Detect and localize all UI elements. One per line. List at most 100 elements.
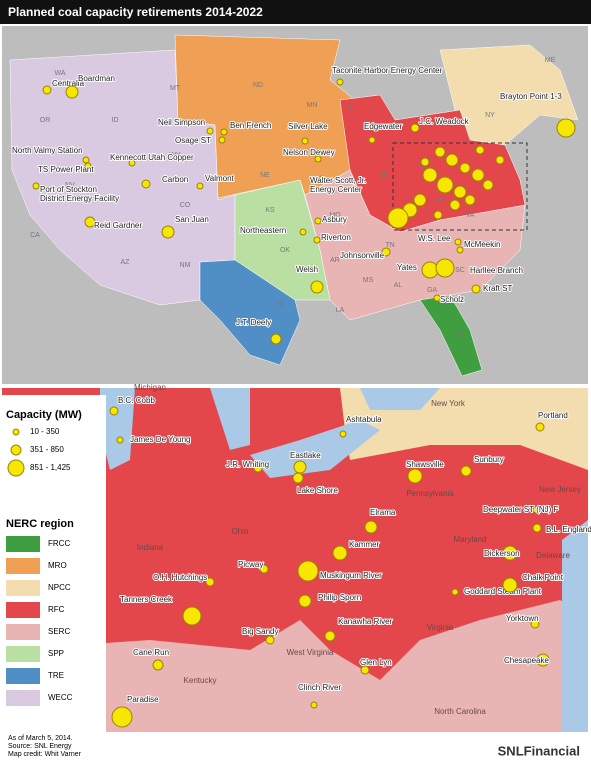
plant-marker (471, 168, 485, 182)
plant-label: Valmont (205, 174, 235, 183)
plant-marker (318, 175, 326, 183)
legend-label: MRO (48, 561, 67, 570)
state-label: MS (363, 277, 374, 284)
plant-label: Kanawha River (338, 617, 393, 626)
legend-swatch (6, 646, 40, 662)
plant-marker (116, 436, 124, 444)
plant-label: J.C. Weadock (419, 117, 470, 126)
plant-marker (218, 136, 226, 144)
plant-marker (324, 630, 336, 642)
plant-marker (454, 238, 462, 246)
state-label: NM (180, 262, 191, 269)
region-label: Pennsylvania (406, 489, 454, 498)
footer-note: Map credit: Whit Varner (8, 751, 82, 758)
plant-marker (265, 635, 275, 645)
plant-label: B.C. Cobb (118, 396, 155, 405)
legend-label: SERC (48, 627, 70, 636)
plant-marker (456, 246, 464, 254)
plant-label: B.L. England (546, 525, 591, 534)
region-label: New Jersey (539, 485, 581, 494)
plant-marker (433, 294, 441, 302)
region-label: Maryland (454, 535, 487, 544)
plant-marker (314, 155, 322, 163)
state-label: AL (394, 282, 403, 289)
plant-marker (536, 653, 550, 667)
plant-label: North Valmy Station (12, 146, 83, 155)
plant-marker (532, 523, 542, 533)
plant-marker (420, 157, 430, 167)
plant-label: San Juan (175, 215, 209, 224)
state-label: UT (110, 197, 120, 204)
legend-title: NERC region (6, 518, 74, 530)
state-label: MN (307, 102, 318, 109)
plant-marker (111, 706, 133, 728)
state-label: WY (169, 152, 181, 159)
state-label: IN (382, 172, 389, 179)
plant-marker (433, 210, 443, 220)
title-bar (0, 0, 591, 24)
plant-marker (298, 594, 312, 608)
plant-marker (453, 185, 467, 199)
plant-marker (410, 123, 420, 133)
plant-label: Nelson Dewey (283, 148, 335, 157)
legend-marker (7, 459, 25, 477)
plant-marker (310, 701, 318, 709)
state-label: TX (276, 302, 285, 309)
state-label: GA (427, 287, 437, 294)
legend-label: WECC (48, 693, 73, 702)
region-label: Indiana (137, 543, 164, 552)
legend-label: RFC (48, 605, 65, 614)
state-label: LA (336, 307, 345, 314)
top-map (2, 26, 588, 384)
plant-label: Portland (538, 411, 568, 420)
plant-marker (530, 619, 540, 629)
plant-marker (196, 182, 204, 190)
plant-marker (460, 465, 472, 477)
region-label: Michigan (134, 383, 166, 392)
legend-swatch (6, 580, 40, 596)
plant-marker (364, 520, 378, 534)
plant-label: Kraft ST (483, 284, 512, 293)
plant-label: J.T. Deely (236, 318, 271, 327)
plant-marker (313, 236, 321, 244)
state-label: MI (391, 122, 399, 129)
state-label: CA (30, 232, 40, 239)
state-label: AR (330, 257, 340, 264)
plant-marker (141, 179, 151, 189)
plant-marker (270, 333, 282, 345)
region-serc (2, 600, 588, 732)
plant-marker (502, 577, 518, 593)
plant-marker (82, 156, 90, 164)
plant-marker (182, 606, 202, 626)
legend-swatch (6, 690, 40, 706)
bottom-map (2, 388, 588, 732)
plant-label: Boardman (78, 74, 115, 83)
region-label: Virginia (427, 623, 454, 632)
plant-marker (109, 406, 119, 416)
plant-label: Osage ST (175, 136, 211, 145)
plant-marker (32, 182, 40, 190)
state-label: KS (265, 207, 275, 214)
footer-note: As of March 5, 2014. (8, 735, 73, 742)
plant-label: Centralia (52, 79, 85, 88)
plant-marker (332, 545, 348, 561)
region-frcc (419, 294, 483, 377)
plant-label: O.H. Hutchings (153, 573, 207, 582)
state-label: ND (253, 82, 263, 89)
plant-marker (482, 179, 494, 191)
plant-label: Welsh (296, 265, 318, 274)
plant-label: Paradise (127, 695, 159, 704)
plant-marker (84, 162, 92, 170)
region-label: North Carolina (434, 707, 486, 716)
plant-label: Glen Lyn (360, 658, 392, 667)
plant-label: Yates (397, 263, 417, 272)
state-label: AZ (121, 259, 131, 266)
plant-marker (556, 118, 576, 138)
region-label: West Virginia (287, 648, 334, 657)
plant-label: Asbury (322, 215, 347, 224)
plant-marker (293, 460, 307, 474)
title: Planned coal capacity retirements 2014-2… (8, 5, 263, 19)
plant-label: James De Young (130, 435, 191, 444)
state-label: SD (250, 122, 260, 129)
